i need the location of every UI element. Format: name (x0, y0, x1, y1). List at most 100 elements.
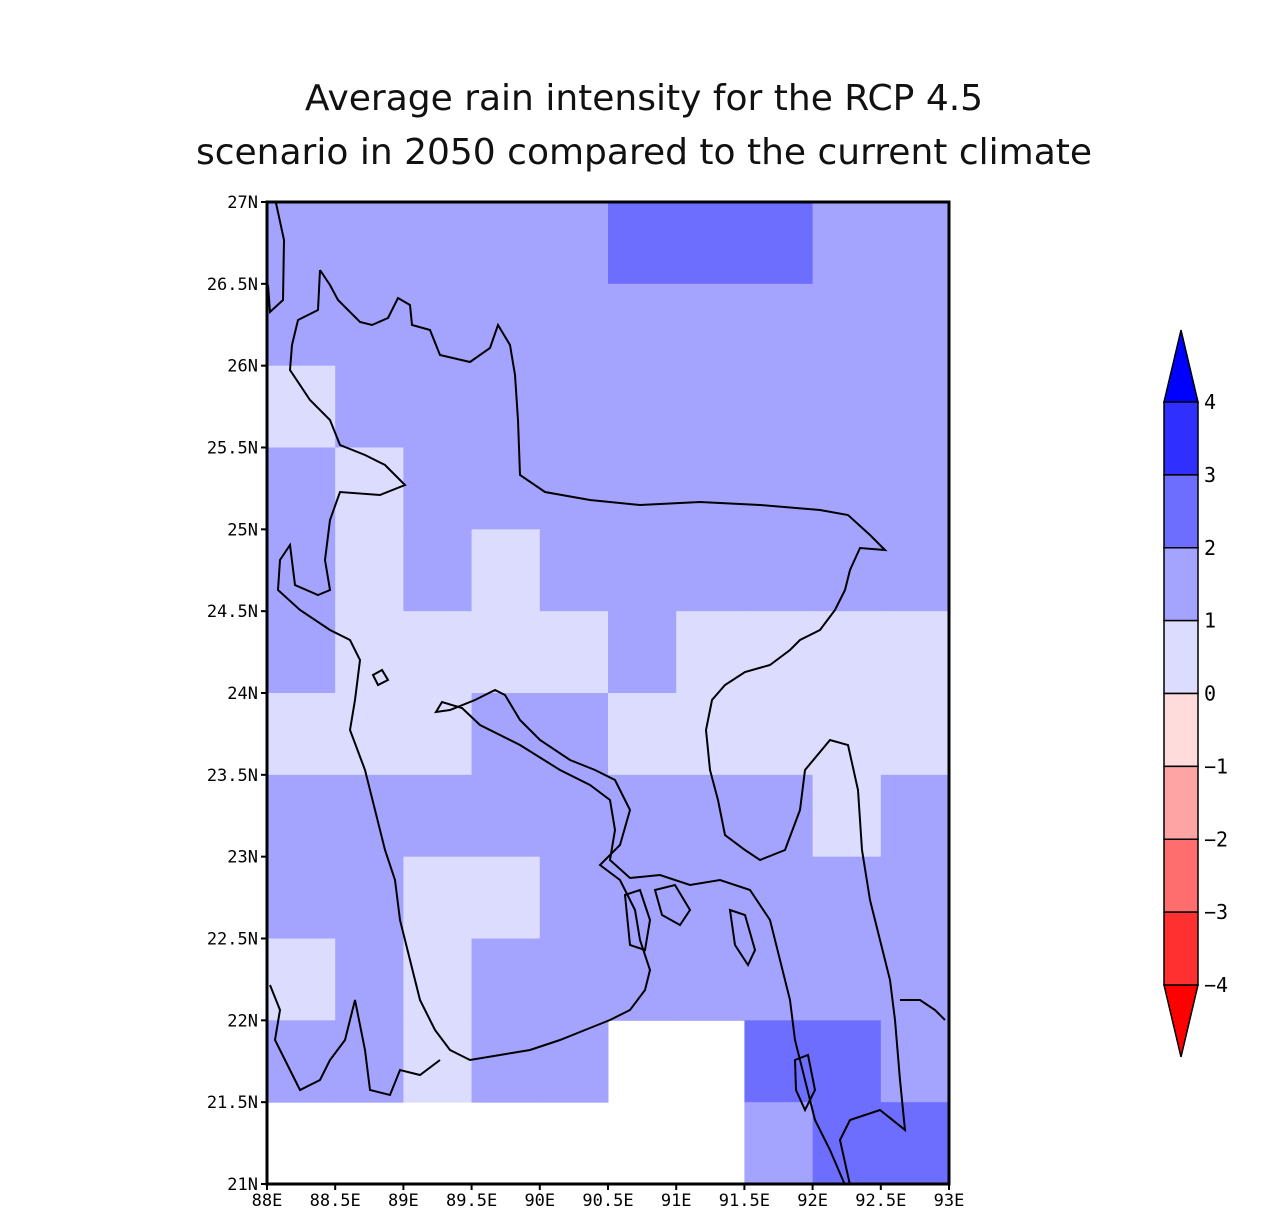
grid-cell (880, 447, 950, 530)
grid-cell (403, 938, 473, 1021)
coastline-outline (267, 202, 946, 1186)
colorbar: 4 3 2 1 0 −1 −2 −3 −4 (1163, 329, 1228, 1058)
grid-cell (676, 283, 745, 367)
bangladesh-border (267, 202, 907, 1186)
grid-cell (676, 202, 745, 285)
grid-cell (267, 938, 336, 1021)
grid-cell (812, 1020, 882, 1103)
grid-cell (335, 202, 404, 285)
grid-cell (539, 529, 609, 612)
colorbar-over-triangle (1163, 329, 1199, 403)
grid-cell (608, 938, 677, 1021)
grid-cell (744, 1102, 814, 1185)
y-tick-label: 25.5N (207, 439, 258, 459)
colorbar-label: 3 (1204, 463, 1216, 487)
grid-cell (335, 611, 404, 694)
y-tick-label: 24N (227, 684, 258, 704)
grid-cell (608, 693, 677, 776)
grid-cell (267, 856, 336, 939)
grid-cell (676, 447, 745, 530)
grid-cell (812, 856, 882, 939)
grid-cell (812, 774, 882, 858)
x-tick-label: 91E (661, 1191, 692, 1211)
grid-cell (335, 529, 404, 612)
y-tick-label: 22.5N (207, 930, 258, 950)
y-tick-label: 22N (227, 1011, 258, 1031)
map-title-line-2: scenario in 2050 compared to the current… (195, 132, 1093, 173)
x-tick-label: 89.5E (446, 1191, 497, 1211)
colorbar-label: 2 (1204, 536, 1216, 560)
east-coast (900, 999, 946, 1021)
grid-cell (744, 529, 814, 612)
colorbar-band (1163, 401, 1199, 476)
colorbar-band (1163, 692, 1199, 768)
grid-cell (539, 774, 609, 858)
x-tick-label: 90E (524, 1191, 555, 1211)
grid-cell (267, 447, 336, 530)
grid-cell (880, 1102, 950, 1185)
grid-cell (608, 447, 677, 530)
grid-cell (403, 611, 473, 694)
map-title-line-1: Average rain intensity for the RCP 4.5 (304, 78, 984, 119)
grid-cell (403, 856, 473, 939)
grid-cell (471, 856, 541, 939)
grid-cell (608, 365, 677, 448)
grid-cell (471, 202, 541, 285)
grid-cell (744, 693, 814, 776)
x-tick-label: 93E (934, 1191, 965, 1211)
colorbar-label: −1 (1204, 754, 1228, 778)
colorbar-band (1163, 619, 1199, 695)
grid-cell (608, 529, 677, 612)
grid-cell (335, 447, 404, 530)
grid-cell (471, 1020, 541, 1103)
x-tick-label: 88.5E (310, 1191, 361, 1211)
y-tick-label: 21.5N (207, 1093, 258, 1113)
grid-cell (335, 365, 404, 448)
grid-cell (744, 202, 814, 285)
grid-cell (267, 693, 336, 776)
grid-cell (880, 611, 950, 694)
grid-cell (676, 774, 745, 858)
grid-cell (812, 693, 882, 776)
colorbar-label: 1 (1204, 609, 1216, 633)
grid-cell (267, 611, 336, 694)
grid-cell (744, 365, 814, 448)
grid-cells (267, 202, 950, 1185)
grid-cell (676, 938, 745, 1021)
grid-cell (539, 283, 609, 367)
colorbar-band (1163, 474, 1199, 549)
colorbar-label: 0 (1204, 682, 1216, 706)
grid-cell (880, 529, 950, 612)
grid-cell (267, 283, 336, 367)
grid-cell (335, 693, 404, 776)
grid-cell (880, 938, 950, 1021)
grid-cell (812, 283, 882, 367)
grid-cell (471, 611, 541, 694)
colorbar-band (1163, 765, 1199, 840)
grid-cell (880, 693, 950, 776)
x-tick-label: 91.5E (719, 1191, 770, 1211)
grid-cell (880, 283, 950, 367)
y-tick-label: 25N (227, 520, 258, 540)
grid-cell (744, 447, 814, 530)
grid-cell (880, 856, 950, 939)
grid-cell (539, 856, 609, 939)
grid-cell (880, 1020, 950, 1103)
grid-cell (608, 283, 677, 367)
grid-cell (880, 365, 950, 448)
grid-cell (471, 365, 541, 448)
colorbar-label: −2 (1204, 827, 1228, 851)
grid-cell (539, 1020, 609, 1103)
y-tick-label: 26.5N (207, 275, 258, 295)
colorbar-band (1163, 911, 1199, 986)
grid-cell (880, 774, 950, 858)
grid-cell (812, 529, 882, 612)
y-tick-label: 23N (227, 848, 258, 868)
grid-cell (676, 365, 745, 448)
grid-cell (267, 365, 336, 448)
grid-cell (403, 529, 473, 612)
grid-cell (744, 1020, 814, 1103)
grid-cell (676, 611, 745, 694)
grid-cell (539, 202, 609, 285)
